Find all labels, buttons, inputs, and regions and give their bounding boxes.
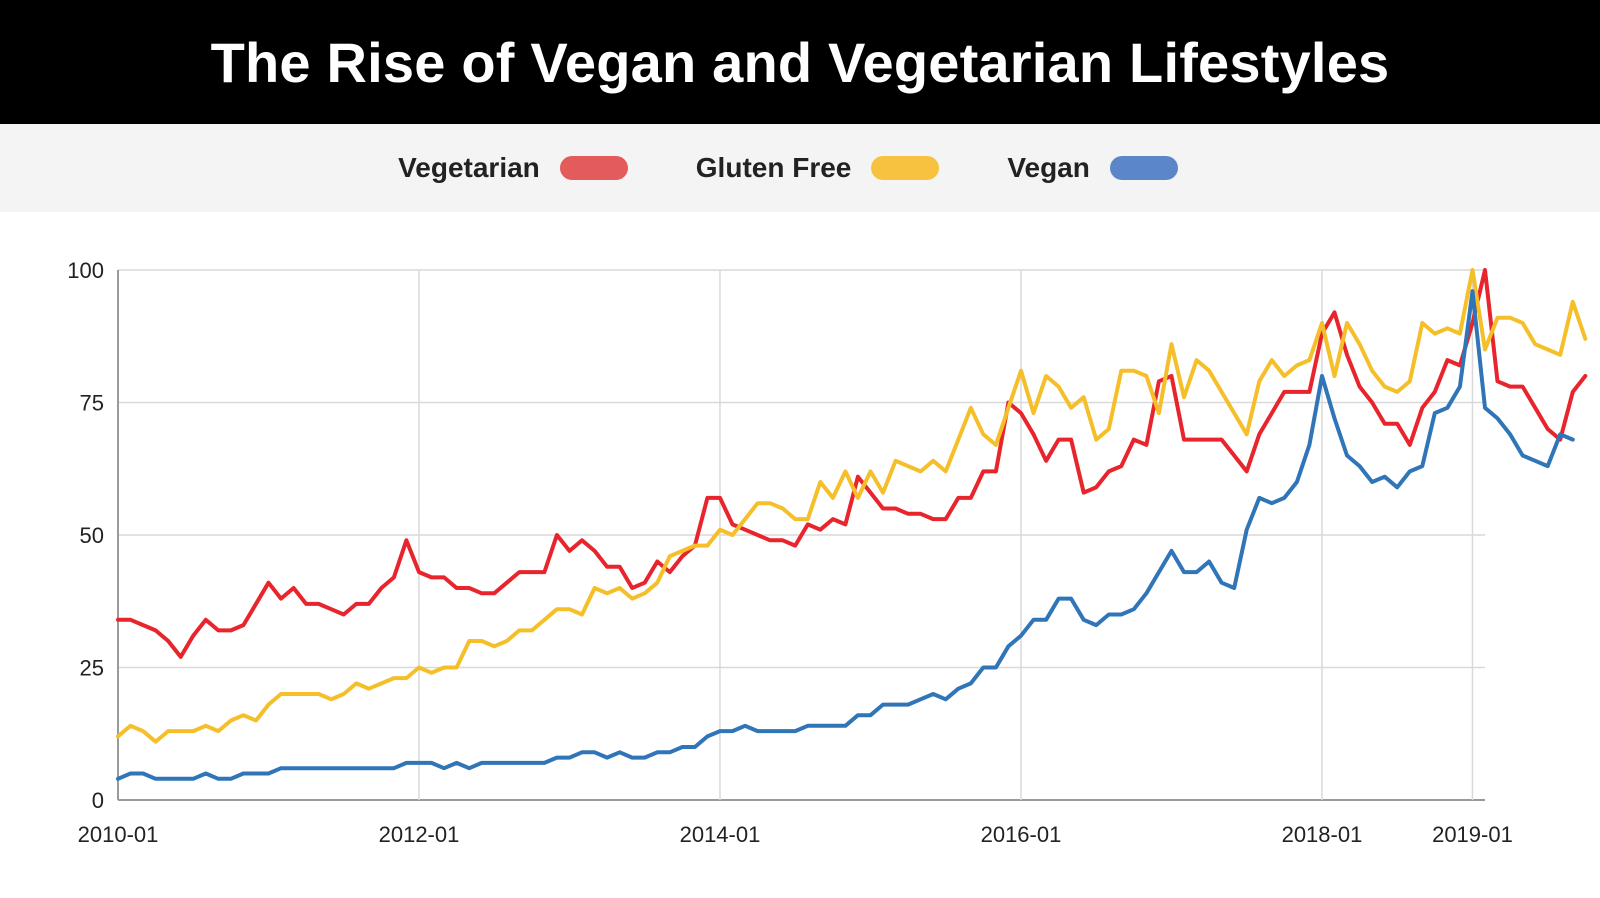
- x-tick-label: 2010-01: [78, 822, 159, 847]
- line-chart: 0 25 50 75 100 2010-01 2012-01 2014-01 2016-01 20…: [67, 258, 1588, 847]
- chart-title: The Rise of Vegan and Vegetarian Lifesty…: [210, 30, 1390, 94]
- legend: Vegetarian Gluten Free Vegan: [0, 124, 1600, 212]
- chart-area: 0 25 50 75 100 2010-01 2012-01 2014-01 2016-01 20…: [0, 212, 1600, 893]
- legend-item-gluten-free: Gluten Free: [696, 152, 940, 184]
- series-line-vegetarian: [116, 268, 1588, 659]
- series-line-vegan: [116, 289, 1575, 781]
- y-tick-label: 50: [80, 523, 104, 548]
- legend-label-vegetarian: Vegetarian: [398, 152, 540, 183]
- series-line-gluten-free: [116, 268, 1588, 744]
- x-tick-label: 2012-01: [379, 822, 460, 847]
- legend-item-vegan: Vegan: [1007, 152, 1178, 184]
- legend-swatch-vegan: [1109, 156, 1178, 180]
- x-tick-label: 2019-01: [1432, 822, 1513, 847]
- y-tick-label: 25: [80, 656, 104, 681]
- y-tick-label: 100: [67, 258, 104, 283]
- x-tick-label: 2018-01: [1282, 822, 1363, 847]
- legend-swatch-gluten-free: [871, 156, 940, 180]
- x-tick-label: 2014-01: [680, 822, 761, 847]
- y-tick-label: 75: [80, 391, 104, 416]
- title-bar: The Rise of Vegan and Vegetarian Lifesty…: [0, 0, 1600, 124]
- x-tick-label: 2016-01: [981, 822, 1062, 847]
- legend-label-vegan: Vegan: [1007, 152, 1090, 183]
- legend-swatch-vegetarian: [559, 156, 628, 180]
- legend-item-vegetarian: Vegetarian: [398, 152, 628, 184]
- legend-label-gluten-free: Gluten Free: [695, 152, 852, 183]
- y-tick-label: 0: [92, 788, 104, 813]
